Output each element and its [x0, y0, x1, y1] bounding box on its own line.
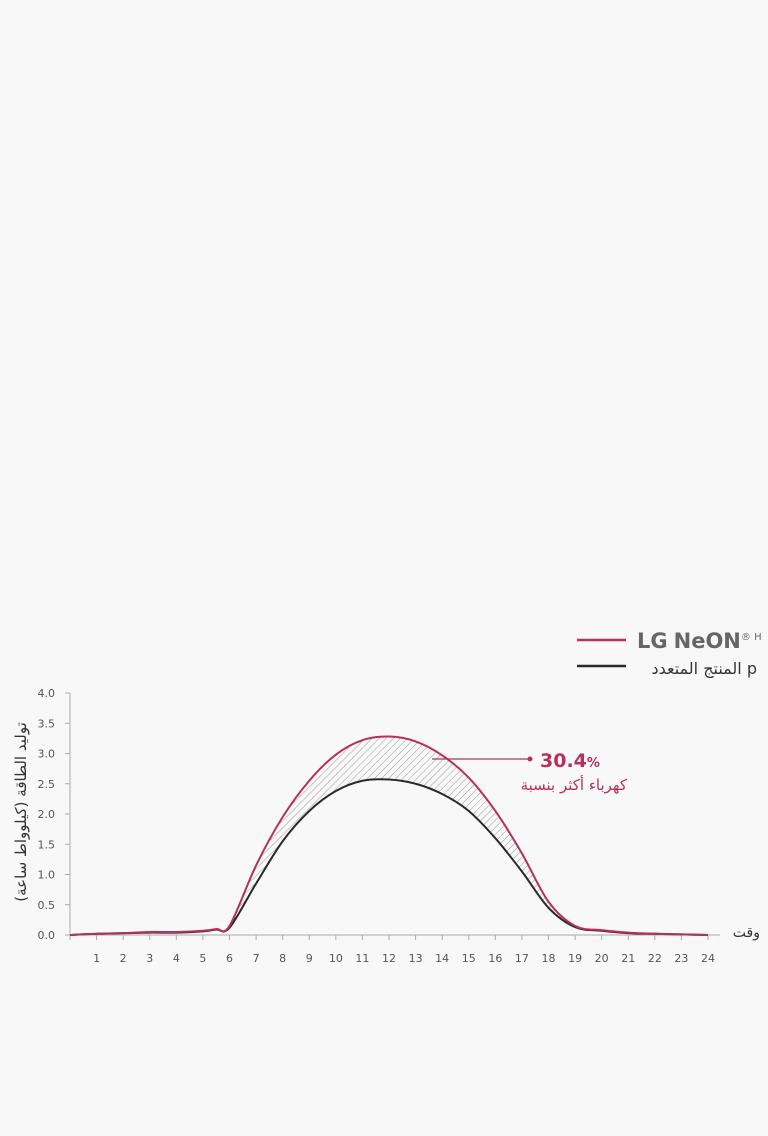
annotation-text: كهرباء أكثر بنسبة [521, 775, 628, 794]
y-tick-label: 1.5 [38, 838, 56, 851]
y-tick-label: 2.0 [38, 808, 56, 821]
annotation-number: 30.4 [540, 750, 587, 772]
legend-label-multi: المنتج المتعدد p [651, 659, 757, 678]
legend-brand-on: ON [705, 629, 740, 653]
x-tick-label: 4 [173, 952, 180, 965]
x-tick-label: 21 [621, 952, 635, 965]
x-tick-label: 18 [542, 952, 556, 965]
y-tick-label: 2.5 [38, 778, 56, 791]
y-axis-label: توليد الطاقة (كيلوواط ساعة) [12, 722, 30, 902]
y-tick-label: 3.0 [38, 748, 56, 761]
legend: LG NeON® H المنتج المتعدد p [577, 629, 762, 678]
y-tick-labels: 0.0 0.5 1.0 1.5 2.0 2.5 3.0 3.5 4.0 [38, 687, 56, 942]
x-tick-label: 20 [595, 952, 609, 965]
series-line-multi [69, 778, 709, 936]
x-tick-label: 11 [355, 952, 369, 965]
x-tick-label: 3 [146, 952, 153, 965]
x-tick-label: 19 [568, 952, 582, 965]
x-tick-label: 24 [701, 952, 715, 965]
x-tick-label: 7 [253, 952, 260, 965]
x-tick-label: 5 [199, 952, 206, 965]
x-tick-label: 13 [409, 952, 423, 965]
x-tick-label: 12 [382, 952, 396, 965]
x-tick-label: 14 [435, 952, 449, 965]
x-tick-label: 17 [515, 952, 529, 965]
annotation-unit: % [587, 756, 600, 771]
x-tick-labels: 1 2 3 4 5 6 7 8 9 10 11 12 13 14 15 16 17 18 19 20 21 22 23 24 [93, 952, 715, 965]
x-tick-label: 15 [462, 952, 476, 965]
series-line-lg [69, 735, 709, 936]
x-tick-label: 6 [226, 952, 233, 965]
x-tick-label: 22 [648, 952, 662, 965]
y-tick-label: 0.5 [38, 899, 56, 912]
x-tick-label: 2 [120, 952, 127, 965]
y-tick-label: 1.0 [38, 869, 56, 882]
x-tick-label: 16 [488, 952, 502, 965]
x-axis-label: وقت [733, 925, 760, 941]
legend-brand-superscript: ® H [741, 632, 762, 643]
y-tick-label: 4.0 [38, 687, 56, 700]
x-tick-label: 1 [93, 952, 100, 965]
x-tick-label: 10 [329, 952, 343, 965]
x-tick-label: 23 [674, 952, 688, 965]
legend-brand-lg: LG [637, 629, 668, 653]
shaded-difference-area [229, 736, 576, 928]
annotation: 30.4% كهرباء أكثر بنسبة [432, 750, 628, 794]
y-tick-label: 3.5 [38, 717, 56, 730]
x-tick-label: 8 [279, 952, 286, 965]
x-tick-label: 9 [306, 952, 313, 965]
y-tick-label: 0.0 [38, 929, 56, 942]
axes [65, 692, 720, 940]
legend-label-lg: LG NeON® H [637, 629, 762, 653]
annotation-value: 30.4% [540, 750, 600, 772]
annotation-dot [527, 756, 533, 762]
legend-brand-ne: Ne [674, 629, 706, 653]
